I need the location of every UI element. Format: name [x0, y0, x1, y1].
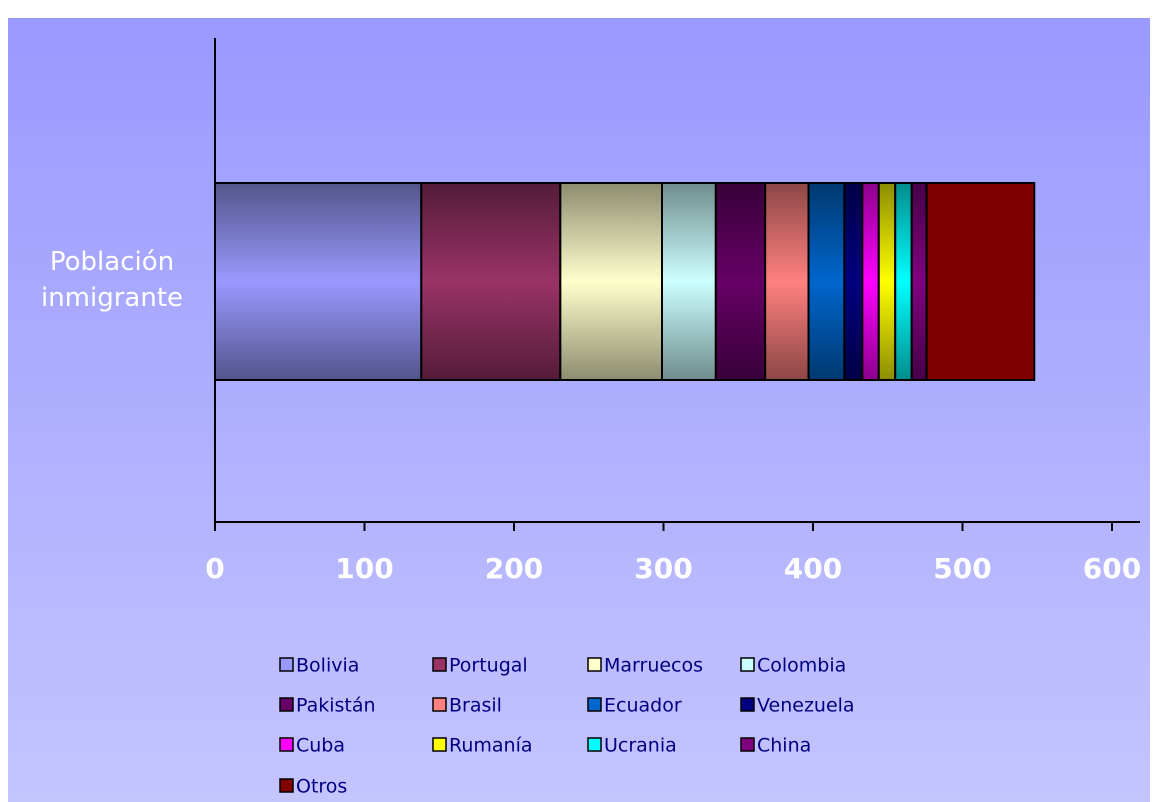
- legend-swatch: [279, 697, 294, 712]
- legend-swatch: [432, 697, 447, 712]
- legend-swatch: [432, 737, 447, 752]
- x-tick-label: 300: [634, 552, 692, 585]
- legend-swatch: [587, 657, 602, 672]
- legend-label: Bolivia: [296, 655, 359, 677]
- legend-label: Venezuela: [757, 695, 855, 717]
- x-tick-label: 100: [335, 552, 393, 585]
- legend-label: Rumanía: [449, 735, 533, 757]
- legend-label: China: [757, 735, 811, 757]
- legend-label: Ecuador: [604, 695, 682, 717]
- bar-shading: [421, 183, 561, 380]
- bar-shading: [911, 183, 927, 380]
- plot-background: [8, 18, 1150, 802]
- legend-swatch: [740, 697, 755, 712]
- bar-shading: [715, 183, 766, 380]
- legend-label: Cuba: [296, 735, 345, 757]
- bar-shading: [844, 183, 863, 380]
- legend-label: Otros: [296, 776, 347, 798]
- x-tick-label: 400: [784, 552, 842, 585]
- legend-label: Pakistán: [296, 695, 376, 717]
- category-label: Población inmigrante: [40, 247, 184, 313]
- x-tick-label: 500: [933, 552, 991, 585]
- bar-shading: [862, 183, 879, 380]
- bar-shading: [895, 183, 912, 380]
- legend-swatch: [740, 737, 755, 752]
- x-tick-label: 200: [485, 552, 543, 585]
- legend-swatch: [587, 737, 602, 752]
- bar-shading: [808, 183, 845, 380]
- x-tick-label: 0: [205, 552, 224, 585]
- bar-shading: [560, 183, 663, 380]
- legend-swatch: [587, 697, 602, 712]
- bar-shading: [662, 183, 716, 380]
- bar-segment: [926, 183, 1035, 380]
- legend-swatch: [279, 778, 294, 793]
- legend-swatch: [279, 657, 294, 672]
- legend-swatch: [432, 657, 447, 672]
- x-tick-label: 600: [1083, 552, 1141, 585]
- bar-shading: [215, 183, 422, 380]
- bar-shading: [765, 183, 809, 380]
- legend-label: Brasil: [449, 695, 502, 717]
- legend-swatch: [279, 737, 294, 752]
- bar-outline: [925, 182, 1036, 381]
- legend-label: Ucrania: [604, 735, 677, 757]
- legend-label: Portugal: [449, 655, 528, 677]
- legend-swatch: [740, 657, 755, 672]
- legend-label: Colombia: [757, 655, 846, 677]
- legend-label: Marruecos: [604, 655, 703, 677]
- bar-shading: [878, 183, 896, 380]
